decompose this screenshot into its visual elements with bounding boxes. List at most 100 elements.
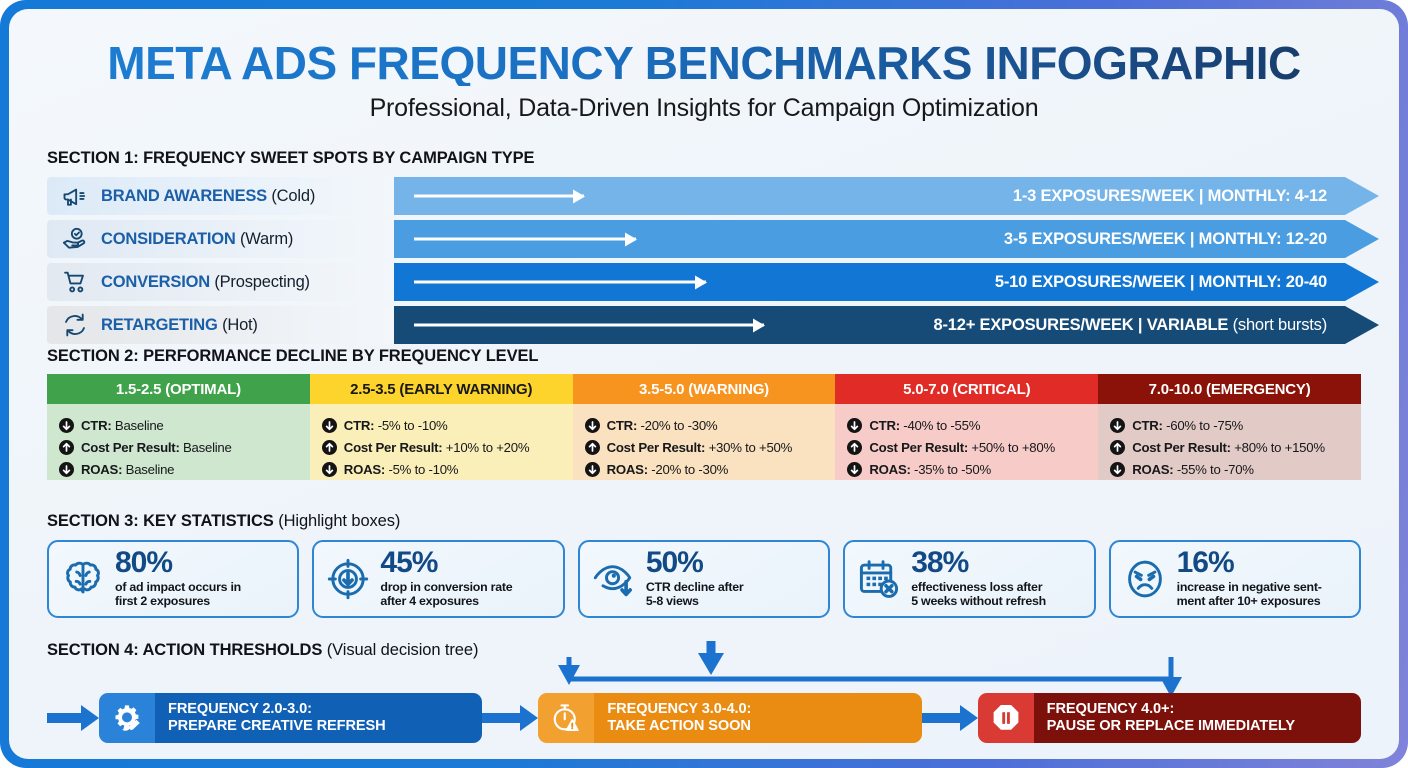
arrow-up-icon <box>1110 439 1126 455</box>
arrow-up-icon <box>847 439 863 455</box>
metric-text: Cost Per Result: +10% to +20% <box>344 440 530 455</box>
section-4-heading: SECTION 4: ACTION THRESHOLDS (Visual dec… <box>9 641 478 660</box>
action-threshold-box[interactable]: FREQUENCY 4.0+: PAUSE OR REPLACE IMMEDIA… <box>977 693 1361 743</box>
metric-row: Cost Per Result: +80% to +150% <box>1110 436 1351 458</box>
stopwatch-warning-icon <box>538 693 595 743</box>
frequency-level-column: 7.0-10.0 (EMERGENCY) CTR: -60% to -75% C… <box>1098 374 1361 480</box>
metric-row: CTR: Baseline <box>59 414 300 436</box>
key-statistic-box: 38% effectiveness loss after 5 weeks wit… <box>843 540 1096 618</box>
section-3-heading-main: SECTION 3: KEY STATISTICS <box>47 512 274 530</box>
metric-row: CTR: -40% to -55% <box>847 414 1088 436</box>
key-statistic-line-2: 5 weeks without refresh <box>911 594 1046 609</box>
decision-tree-connectors <box>558 641 1182 697</box>
metric-value: -20% to -30% <box>647 461 729 477</box>
frequency-level-column: 1.5-2.5 (OPTIMAL) CTR: Baseline Cost Per… <box>47 374 310 480</box>
metric-value: Baseline <box>179 439 232 455</box>
campaign-type-row: RETARGETING (Hot) 8-12+ EXPOSURES/WEEK |… <box>47 306 1379 344</box>
key-statistic-info: 80% of ad impact occurs in first 2 expos… <box>115 545 241 609</box>
section-1-rows: BRAND AWARENESS (Cold) 1-3 EXPOSURES/WEE… <box>9 177 1399 344</box>
key-statistic-percent: 80% <box>115 545 173 579</box>
megaphone-icon <box>60 181 90 211</box>
metric-label: CTR: <box>869 417 900 433</box>
metric-text: CTR: -20% to -30% <box>607 418 718 433</box>
frequency-bar-label: 1-3 EXPOSURES/WEEK | MONTHLY: 4-12 <box>1013 187 1327 206</box>
action-threshold-box[interactable]: FREQUENCY 2.0-3.0: PREPARE CREATIVE REFR… <box>99 693 483 743</box>
section-2-table: 1.5-2.5 (OPTIMAL) CTR: Baseline Cost Per… <box>47 374 1361 480</box>
arrow-down-icon <box>59 417 74 433</box>
frequency-bar-label: 8-12+ EXPOSURES/WEEK | VARIABLE (short b… <box>934 316 1328 335</box>
metric-value: Baseline <box>111 417 164 433</box>
metric-value: -40% to -55% <box>899 417 981 433</box>
metric-text: ROAS: Baseline <box>81 461 175 477</box>
campaign-type-qualifier: (Cold) <box>271 186 316 205</box>
key-statistic-line-1: effectiveness loss after <box>911 579 1043 594</box>
shopping-cart-icon <box>60 267 90 297</box>
metric-value: -20% to -30% <box>637 417 718 433</box>
campaign-type-name-text: CONVERSION <box>101 272 210 291</box>
frequency-level-body: CTR: -5% to -10% Cost Per Result: +10% t… <box>309 404 573 480</box>
section-4-heading-main: SECTION 4: ACTION THRESHOLDS <box>47 641 323 659</box>
key-statistic-line-1: drop in conversion rate <box>380 579 513 594</box>
section-4-boxes: FREQUENCY 2.0-3.0: PREPARE CREATIVE REFR… <box>47 693 1361 743</box>
frequency-bar-value: 8-12+ EXPOSURES/WEEK | VARIABLE <box>933 315 1233 334</box>
angry-face-icon <box>1122 556 1168 602</box>
campaign-type-name-text: CONSIDERATION <box>101 229 236 248</box>
metric-text: Cost Per Result: +30% to +50% <box>607 440 793 455</box>
key-statistic-line-1: increase in negative sent- <box>1176 579 1322 594</box>
action-threshold-line-2: PREPARE CREATIVE REFRESH <box>168 718 386 734</box>
metric-label: Cost Per Result: <box>869 439 968 455</box>
bar-arrow-icon <box>414 194 584 198</box>
section-3: SECTION 3: KEY STATISTICS (Highlight box… <box>9 512 1399 618</box>
frequency-bar: 8-12+ EXPOSURES/WEEK | VARIABLE (short b… <box>394 306 1379 344</box>
campaign-type-row: CONVERSION (Prospecting) 5-10 EXPOSURES/… <box>47 263 1379 301</box>
metric-text: Cost Per Result: Baseline <box>81 440 232 455</box>
section-4: SECTION 4: ACTION THRESHOLDS (Visual dec… <box>9 641 1399 759</box>
metric-row: CTR: -5% to -10% <box>321 414 563 436</box>
frequency-level-column: 3.5-5.0 (WARNING) CTR: -20% to -30% Cost… <box>572 374 836 480</box>
metric-row: ROAS: -55% to -70% <box>1110 458 1351 480</box>
metric-value: -35% to -50% <box>910 461 991 477</box>
metric-value: Baseline <box>122 461 175 477</box>
key-statistic-info: 45% drop in conversion rate after 4 expo… <box>380 548 513 609</box>
calendar-x-icon <box>856 556 902 602</box>
arrow-down-icon <box>1110 417 1126 433</box>
arrow-down-icon <box>584 461 600 477</box>
metric-value: -5% to -10% <box>385 461 459 477</box>
campaign-type-row: BRAND AWARENESS (Cold) 1-3 EXPOSURES/WEE… <box>47 177 1379 215</box>
key-statistic-line-2: after 4 exposures <box>380 594 479 609</box>
campaign-type-label: RETARGETING (Hot) <box>47 306 394 344</box>
metric-text: CTR: -5% to -10% <box>344 418 448 433</box>
metric-label: CTR: <box>81 417 112 433</box>
eye-down-arrow-icon <box>591 556 637 602</box>
frequency-level-header: 3.5-5.0 (WARNING) <box>572 374 836 404</box>
metric-value: -55% to -70% <box>1173 461 1254 477</box>
action-threshold-line-1: FREQUENCY 2.0-3.0: <box>168 700 312 717</box>
brain-icon <box>60 556 106 602</box>
campaign-type-qualifier: (Prospecting) <box>214 272 310 291</box>
frequency-bar-value: 1-3 EXPOSURES/WEEK | MONTHLY: 4-12 <box>1012 186 1327 205</box>
key-statistic-percent: 50% <box>645 545 704 579</box>
action-threshold-box[interactable]: FREQUENCY 3.0-4.0: TAKE ACTION SOON <box>538 693 922 743</box>
frequency-level-header-label: 1.5-2.5 (OPTIMAL) <box>115 380 241 398</box>
frequency-bar: 1-3 EXPOSURES/WEEK | MONTHLY: 4-12 <box>394 177 1379 215</box>
metric-row: CTR: -60% to -75% <box>1110 414 1351 436</box>
campaign-type-name-text: BRAND AWARENESS <box>101 186 267 205</box>
bar-arrow-icon <box>414 237 636 241</box>
arrow-up-icon <box>59 439 74 455</box>
metric-row: ROAS: Baseline <box>59 458 300 480</box>
arrow-down-icon <box>321 461 337 477</box>
frequency-level-column: 5.0-7.0 (CRITICAL) CTR: -40% to -55% Cos… <box>835 374 1099 480</box>
frequency-level-header: 7.0-10.0 (EMERGENCY) <box>1098 374 1361 404</box>
key-statistic-box: 16% increase in negative sent- ment afte… <box>1108 540 1362 618</box>
metric-label: ROAS: <box>1132 461 1174 477</box>
key-statistic-line-2: first 2 exposures <box>115 594 210 609</box>
metric-label: CTR: <box>343 417 375 433</box>
action-threshold-line-2: PAUSE OR REPLACE IMMEDIATELY <box>1046 718 1295 734</box>
key-statistic-line-2: 5-8 views <box>645 594 699 609</box>
campaign-type-name: CONSIDERATION (Warm) <box>101 230 293 249</box>
section-2-heading: SECTION 2: PERFORMANCE DECLINE BY FREQUE… <box>47 347 539 365</box>
metric-value: +80% to +150% <box>1230 439 1325 455</box>
arrow-down-icon <box>1110 461 1126 477</box>
campaign-type-name: CONVERSION (Prospecting) <box>101 273 310 292</box>
metric-text: ROAS: -20% to -30% <box>607 462 729 477</box>
